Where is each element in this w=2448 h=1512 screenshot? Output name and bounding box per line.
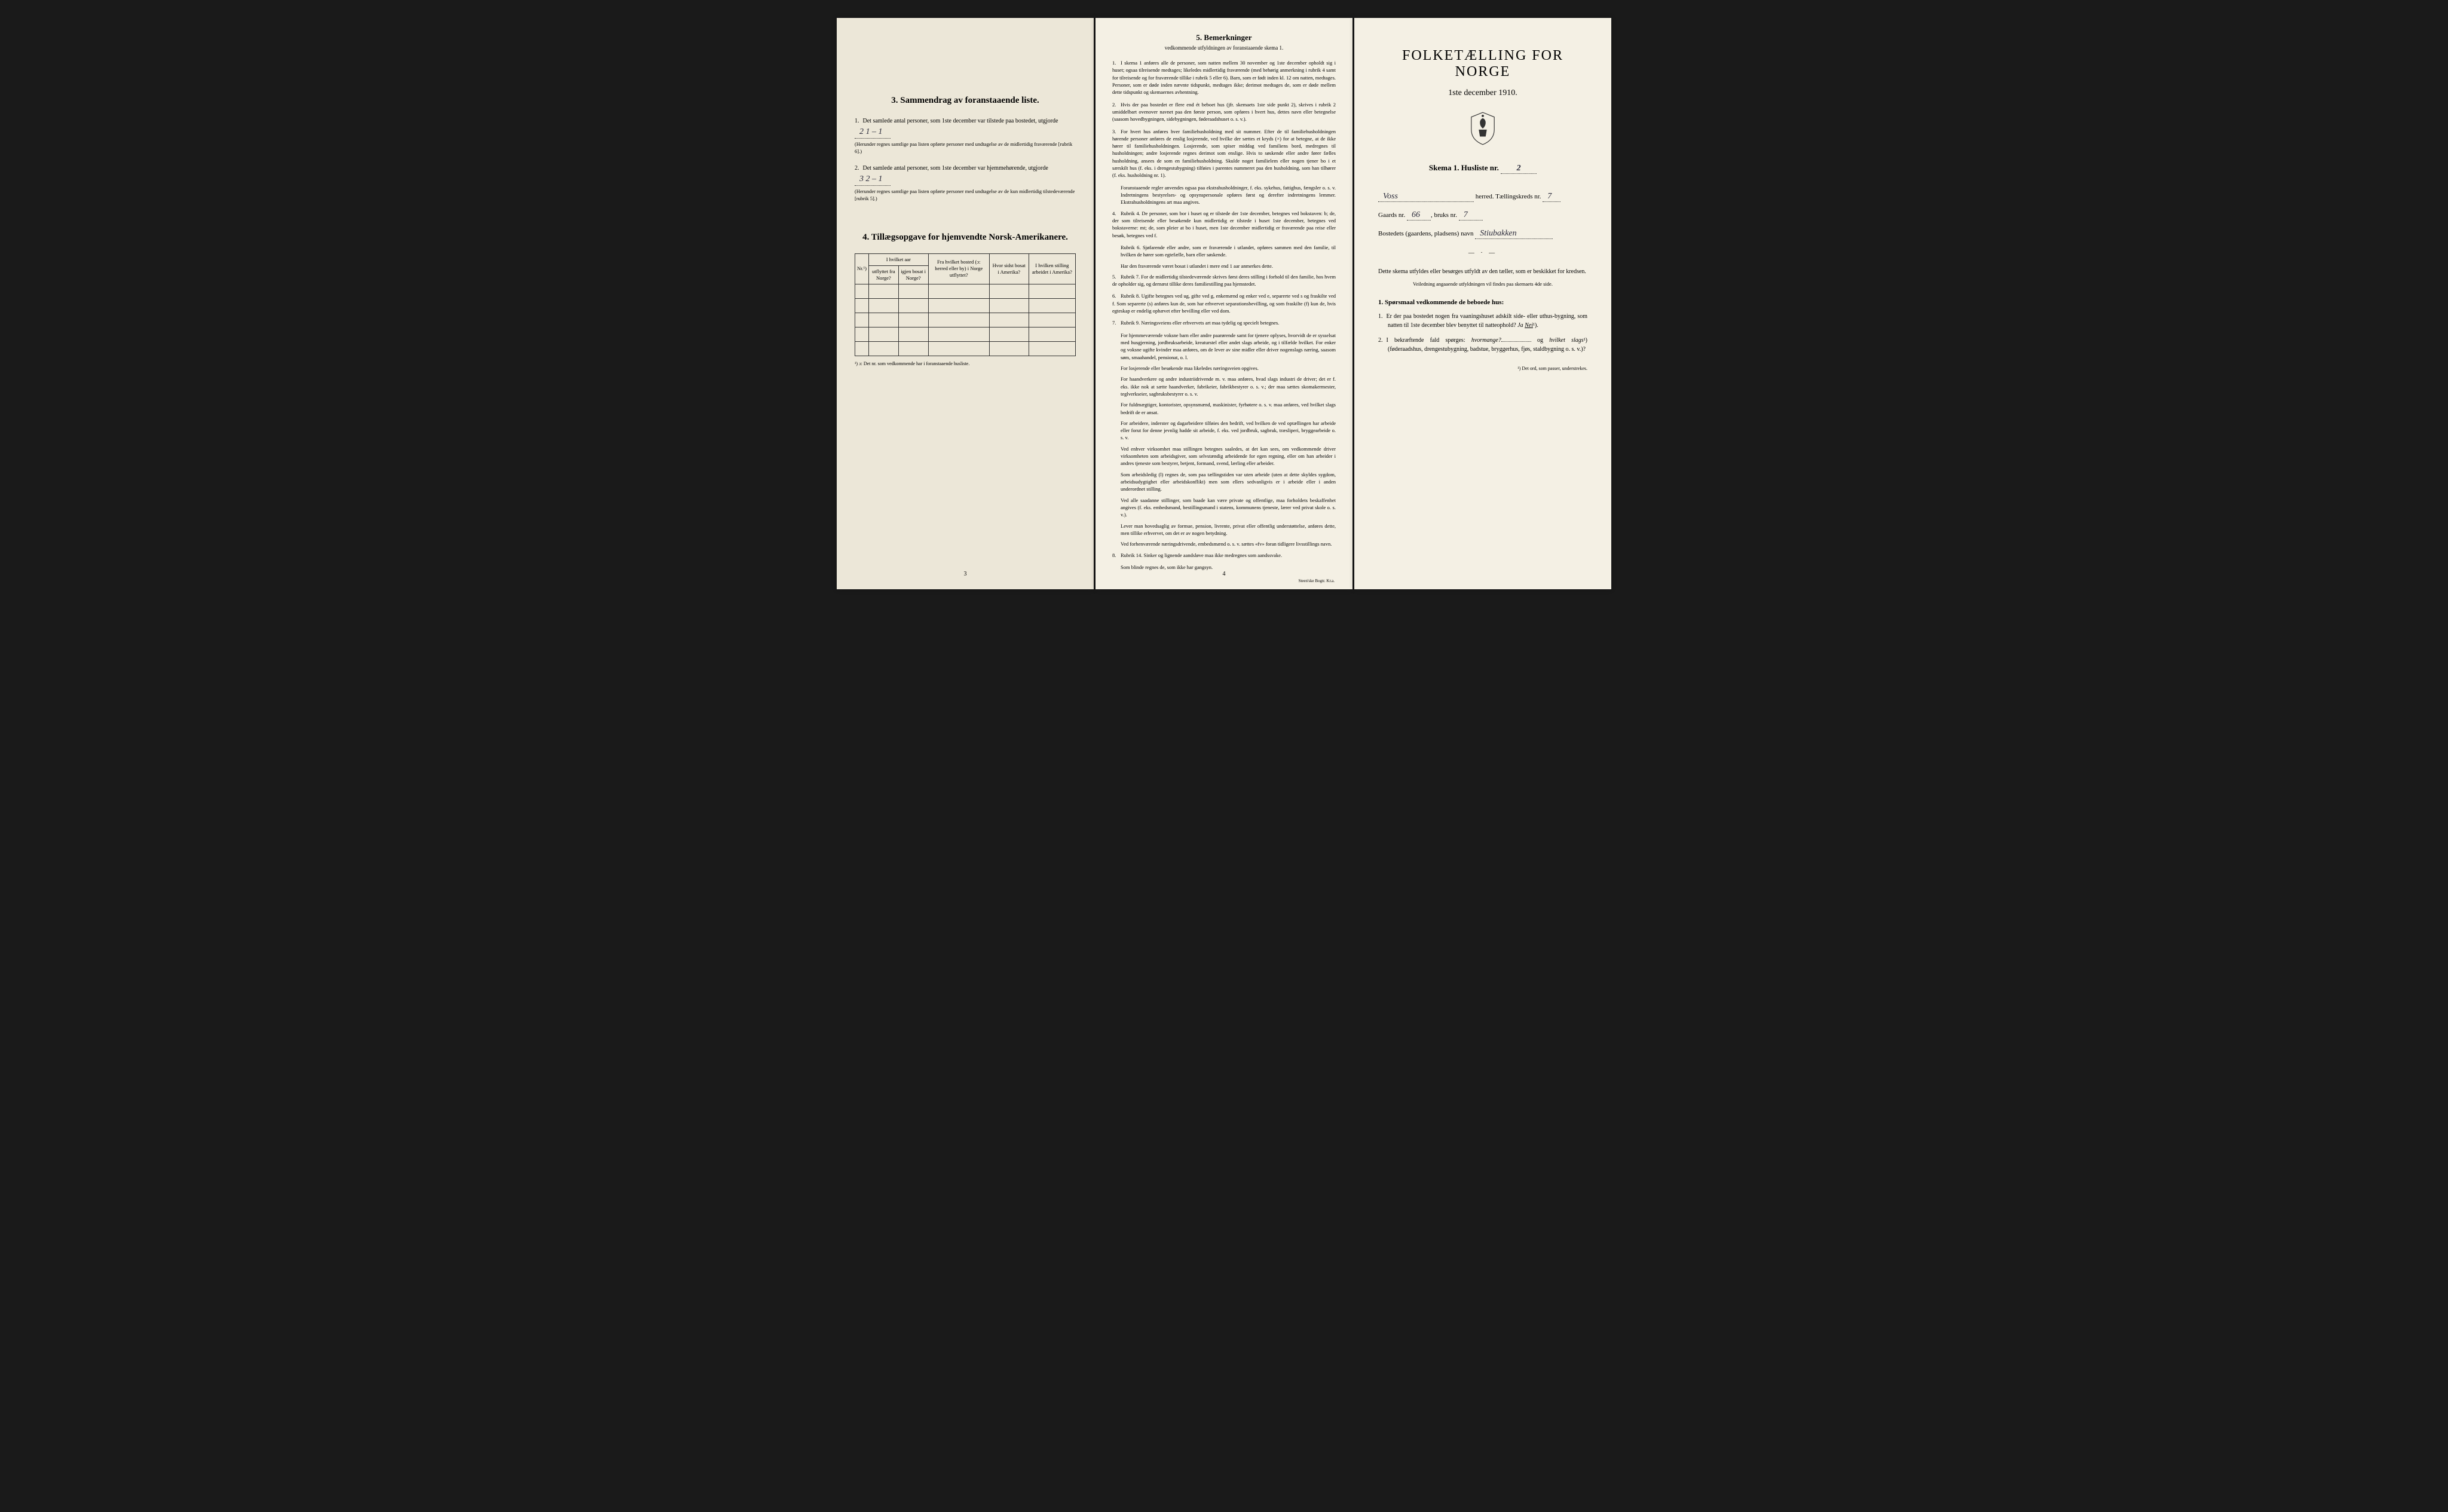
remark-sub: Har den fraværende været bosat i utlande… — [1121, 262, 1336, 270]
herred-line: Voss herred. Tællingskreds nr. 7 — [1378, 192, 1587, 202]
section-3-heading: 3. Sammendrag av foranstaaende liste. — [855, 96, 1076, 106]
remark-sub: For losjerende eller besøkende maa likel… — [1121, 365, 1336, 372]
remark-sub: Ved alle saadanne stillinger, som baade … — [1121, 497, 1336, 519]
date-line: 1ste december 1910. — [1378, 88, 1587, 98]
page-number-4: 4 — [1096, 571, 1352, 577]
col-position: I hvilken stilling arbeidet i Amerika? — [1029, 253, 1075, 284]
footnote: ¹) Det ord, som passer, understrekes. — [1378, 366, 1587, 371]
norway-crest-icon — [1378, 111, 1587, 149]
remark-sub: For arbeidere, inderster og dagarbeidere… — [1121, 420, 1336, 442]
remark-item: 4.Rubrik 4. De personer, som bor i huset… — [1112, 210, 1336, 239]
remark-sub: For fuldmægtiger, kontorister, opsynsmæn… — [1121, 401, 1336, 416]
section-4-heading: 4. Tillægsopgave for hjemvendte Norsk-Am… — [855, 232, 1076, 243]
remarks-list: 1.I skema 1 anføres alle de personer, so… — [1112, 59, 1336, 571]
bosted-value: Stiubakken — [1475, 229, 1553, 239]
question-1: 1.Er der paa bostedet nogen fra vaanings… — [1388, 312, 1587, 330]
skema-line: Skema 1. Husliste nr. 2 — [1378, 163, 1587, 174]
col-emigrated: utflyttet fra Norge? — [869, 265, 899, 284]
remark-sub: Lever man hovedsaglig av formue, pension… — [1121, 522, 1336, 537]
item-2-note: (Herunder regnes samtlige paa listen opf… — [855, 188, 1076, 203]
remark-sub: For haandverkere og andre industriidrive… — [1121, 375, 1336, 397]
remark-item: 5.Rubrik 7. For de midlertidig tilstedev… — [1112, 273, 1336, 288]
instructions-small: Veiledning angaaende utfyldningen vil fi… — [1378, 281, 1587, 287]
answer-ja: Ja — [1517, 322, 1523, 329]
remark-sub: For hjemmeværende voksne barn eller andr… — [1121, 332, 1336, 361]
section-5-subtitle: vedkommende utfyldningen av foranstaaend… — [1112, 45, 1336, 51]
remark-item: 7.Rubrik 9. Næringsveiens eller erhverve… — [1112, 319, 1336, 326]
col-from: Fra hvilket bosted (ɔ: herred eller by) … — [928, 253, 989, 284]
section-4-emigrants: 4. Tillægsopgave for hjemvendte Norsk-Am… — [855, 232, 1076, 366]
ornament-divider: ― · ― — [1378, 250, 1587, 256]
remark-item: 2.Hvis der paa bostedet er flere end ét … — [1112, 101, 1336, 123]
page-number-3: 3 — [837, 571, 1094, 577]
remark-sub: Rubrik 6. Sjøfarende eller andre, som er… — [1121, 244, 1336, 259]
main-title: FOLKETÆLLING FOR NORGE — [1378, 48, 1587, 80]
remark-item: 6.Rubrik 8. Ugifte betegnes ved ug, gift… — [1112, 292, 1336, 314]
emigrant-table: Nr.¹) I hvilket aar Fra hvilket bosted (… — [855, 253, 1076, 356]
census-document: 3. Sammendrag av foranstaaende liste. 1.… — [837, 18, 1611, 589]
herred-value: Voss — [1378, 192, 1474, 202]
table-row — [855, 284, 1076, 298]
table-row — [855, 298, 1076, 313]
table-footnote: ¹) ɔ: Det nr. som vedkommende har i fora… — [855, 361, 1076, 366]
kreds-value: 7 — [1543, 192, 1560, 202]
question-2: 2.I bekræftende fald spørges: hvormange?… — [1388, 336, 1587, 354]
remark-sub: Som arbeidsledig (l) regnes de, som paa … — [1121, 471, 1336, 493]
col-year-group: I hvilket aar — [869, 253, 929, 265]
col-returned: igjen bosat i Norge? — [898, 265, 928, 284]
answer-nei: Nei — [1525, 322, 1533, 329]
section-5-heading: 5. Bemerkninger — [1112, 33, 1336, 42]
gaard-value: 66 — [1407, 210, 1431, 221]
remark-item: 3.For hvert hus anføres hver familiehush… — [1112, 128, 1336, 179]
remark-sub: Foranstaaende regler anvendes ogsaa paa … — [1121, 184, 1336, 206]
bosted-line: Bostedets (gaardens, pladsens) navn Stiu… — [1378, 229, 1587, 239]
remark-sub: Som blinde regnes de, som ikke har gangs… — [1121, 564, 1336, 571]
item-1-value: 2 1 – 1 — [855, 126, 891, 139]
remark-item: 1.I skema 1 anføres alle de personer, so… — [1112, 59, 1336, 96]
questions-heading: 1. Spørsmaal vedkommende de beboede hus: — [1378, 299, 1587, 306]
remark-item: 8.Rubrik 14. Sinker og lignende aandsløv… — [1112, 552, 1336, 559]
bruk-value: 7 — [1459, 210, 1483, 221]
instructions: Dette skema utfyldes eller besørges utfy… — [1378, 267, 1587, 276]
item-1-note: (Herunder regnes samtlige paa listen opf… — [855, 141, 1076, 155]
page-4: 5. Bemerkninger vedkommende utfyldningen… — [1096, 18, 1352, 589]
remark-sub: Ved forhenværende næringsdrivende, embed… — [1121, 540, 1336, 547]
table-row — [855, 313, 1076, 327]
printer-note: Steen'ske Bogtr. Kr.a. — [1298, 579, 1335, 583]
item-1: 1.Det samlede antal personer, som 1ste d… — [855, 117, 1076, 155]
col-nr: Nr.¹) — [855, 253, 869, 284]
section-3-summary: 3. Sammendrag av foranstaaende liste. 1.… — [855, 96, 1076, 203]
table-row — [855, 327, 1076, 341]
table-row — [855, 341, 1076, 356]
gaard-line: Gaards nr. 66, bruks nr. 7 — [1378, 210, 1587, 221]
husliste-nr: 2 — [1501, 164, 1537, 174]
item-2: 2.Det samlede antal personer, som 1ste d… — [855, 164, 1076, 203]
page-3: 3. Sammendrag av foranstaaende liste. 1.… — [837, 18, 1094, 589]
item-2-value: 3 2 – 1 — [855, 173, 891, 186]
page-title-page: FOLKETÆLLING FOR NORGE 1ste december 191… — [1354, 18, 1611, 589]
col-where: Hvor sidst bosat i Amerika? — [989, 253, 1029, 284]
remark-sub: Ved enhver virksomhet maa stillingen bet… — [1121, 445, 1336, 467]
